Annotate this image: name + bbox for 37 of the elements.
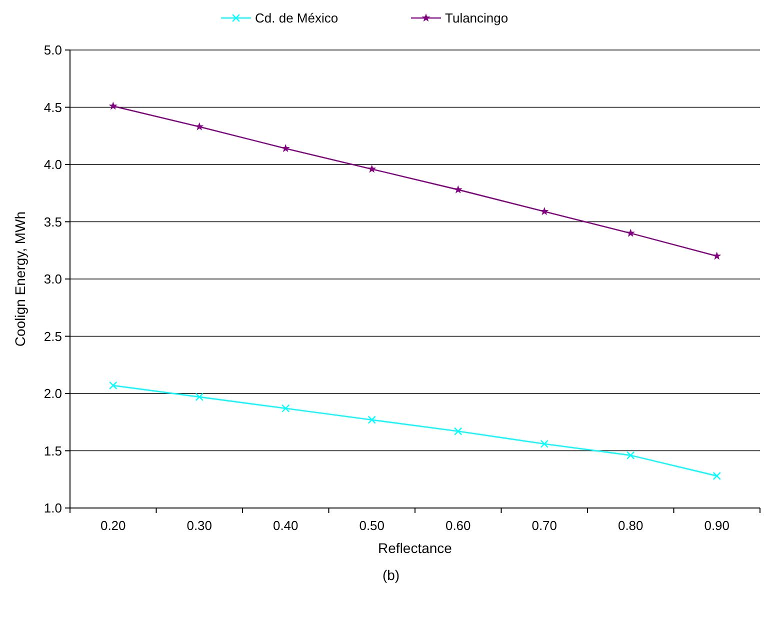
- x-tick-label: 0.40: [272, 518, 298, 533]
- x-tick-label: 0.20: [100, 518, 126, 533]
- legend-label: Tulancingo: [445, 10, 508, 26]
- point: [712, 252, 722, 260]
- point: [109, 381, 118, 390]
- x-tick-label: 0.90: [704, 518, 730, 533]
- x-tick-label: 0.50: [359, 518, 385, 533]
- x-tick-label: 0.70: [532, 518, 558, 533]
- y-tick-label: 4.5: [44, 100, 62, 115]
- legend-label: Cd. de México: [255, 10, 338, 26]
- y-tick-label: 1.0: [44, 500, 62, 516]
- y-tick-label: 5.0: [44, 42, 62, 58]
- y-axis-title: Coolign Energy, MWh: [12, 211, 28, 347]
- y-tick-label: 4.0: [44, 157, 62, 172]
- point: [195, 122, 204, 130]
- point: [108, 102, 118, 110]
- point: [282, 404, 290, 412]
- x-tick-label: 0.60: [445, 518, 471, 533]
- point: [540, 206, 549, 216]
- x-tick-label: 0.80: [618, 518, 644, 533]
- point: [454, 185, 462, 194]
- point: [368, 416, 376, 424]
- point: [540, 440, 548, 448]
- x-tick-label: 0.30: [186, 518, 212, 533]
- y-tick-label: 2.0: [44, 386, 62, 402]
- point: [195, 392, 204, 402]
- y-tick-label: 3.5: [44, 214, 62, 230]
- x-axis-title: Reflectance: [378, 540, 452, 556]
- y-tick-label: 3.0: [44, 272, 62, 287]
- y-tick-label: 2.5: [44, 328, 62, 344]
- point: [626, 228, 635, 237]
- point: [626, 451, 635, 460]
- point: [712, 472, 721, 480]
- text: (b): [382, 567, 400, 583]
- point: [368, 164, 376, 173]
- point: [454, 427, 462, 436]
- y-tick-label: 1.5: [44, 443, 62, 458]
